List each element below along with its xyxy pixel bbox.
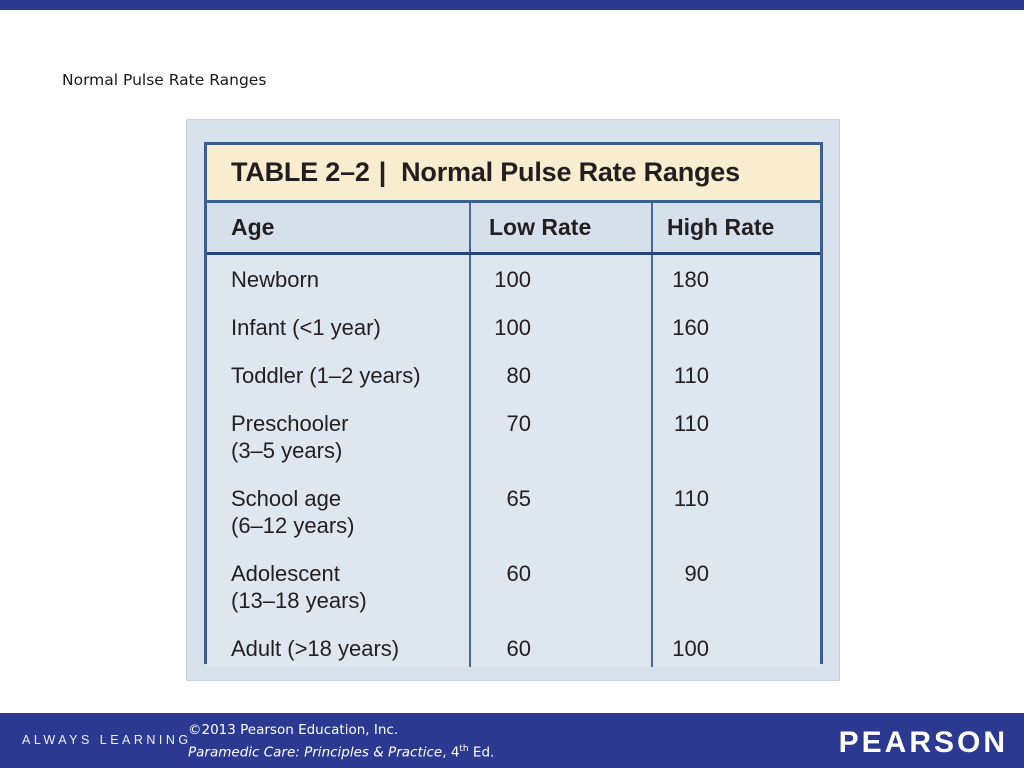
- cell-age: Adolescent (13–18 years): [207, 549, 469, 624]
- table-caption-label: TABLE 2–2: [231, 157, 370, 187]
- cell-high-rate: 110: [651, 351, 814, 399]
- cell-age: Preschooler (3–5 years): [207, 399, 469, 474]
- table-row: Toddler (1–2 years) 80 110: [207, 351, 820, 399]
- high-rate-value: 100: [672, 636, 709, 661]
- low-rate-value: 60: [506, 636, 531, 661]
- age-label-line2: (13–18 years): [231, 588, 367, 613]
- high-rate-value: 160: [672, 315, 709, 340]
- copyright-line2: Paramedic Care: Principles & Practice, 4…: [188, 740, 494, 763]
- age-label-line1: Newborn: [231, 267, 320, 292]
- cell-age: Infant (<1 year): [207, 303, 469, 351]
- cell-low-rate: 100: [469, 255, 651, 303]
- table-caption: TABLE 2–2 | Normal Pulse Rate Ranges: [207, 145, 820, 203]
- cell-low-rate: 60: [469, 549, 651, 624]
- high-rate-value: 110: [673, 411, 709, 436]
- low-rate-value: 80: [506, 363, 531, 388]
- cell-age: School age (6–12 years): [207, 474, 469, 549]
- age-label-line1: School age: [231, 486, 342, 511]
- table-body: Newborn 100 180 Infant (<1 year): [207, 255, 820, 667]
- high-rate-value: 180: [672, 267, 709, 292]
- cell-low-rate: 60: [469, 624, 651, 667]
- slide-title: Normal Pulse Rate Ranges: [62, 71, 267, 89]
- age-label-line1: Adolescent: [231, 561, 340, 586]
- edition-suffix: Ed.: [468, 744, 495, 761]
- copyright-line1: ©2013 Pearson Education, Inc.: [188, 722, 399, 738]
- cell-low-rate: 70: [469, 399, 651, 474]
- low-rate-value: 100: [494, 315, 531, 340]
- high-rate-value: 110: [673, 363, 709, 388]
- cell-low-rate: 100: [469, 303, 651, 351]
- cell-high-rate: 160: [651, 303, 814, 351]
- age-label-line1: Adult (>18 years): [231, 636, 400, 661]
- cell-high-rate: 110: [651, 399, 814, 474]
- table-row: Adult (>18 years) 60 100: [207, 624, 820, 667]
- age-label-line1: Preschooler: [231, 411, 349, 436]
- column-header-age: Age: [231, 214, 275, 240]
- age-label-line2: (3–5 years): [231, 438, 343, 463]
- top-brand-bar: [0, 0, 1024, 10]
- pulse-rate-table: TABLE 2–2 | Normal Pulse Rate Ranges Age…: [204, 142, 823, 667]
- low-rate-value: 100: [494, 267, 531, 292]
- cell-high-rate: 180: [651, 255, 814, 303]
- column-header-low: Low Rate: [469, 203, 651, 252]
- bottom-brand-bar: [0, 713, 1024, 768]
- table-row: Newborn 100 180: [207, 255, 820, 303]
- cell-low-rate: 65: [469, 474, 651, 549]
- table-caption-title: Normal Pulse Rate Ranges: [401, 157, 740, 187]
- table-figure-panel: TABLE 2–2 | Normal Pulse Rate Ranges Age…: [186, 119, 840, 681]
- cell-high-rate: 100: [651, 624, 814, 667]
- high-rate-value: 90: [684, 561, 709, 586]
- table-row: School age (6–12 years) 65 110: [207, 474, 820, 549]
- column-header-high: High Rate: [651, 203, 814, 252]
- table-header-row: Age Low Rate High Rate: [207, 203, 820, 255]
- cell-high-rate: 110: [651, 474, 814, 549]
- low-rate-value: 70: [506, 411, 531, 436]
- table-row: Adolescent (13–18 years) 60 90: [207, 549, 820, 624]
- pearson-logo: PEARSON: [838, 726, 1008, 759]
- footer-copyright: ©2013 Pearson Education, Inc. Paramedic …: [188, 721, 494, 763]
- table-row: Infant (<1 year) 100 160: [207, 303, 820, 351]
- age-label-line1: Infant (<1 year): [231, 315, 381, 340]
- cell-age: Toddler (1–2 years): [207, 351, 469, 399]
- cell-age: Adult (>18 years): [207, 624, 469, 667]
- always-learning-label: ALWAYS LEARNING: [22, 733, 192, 747]
- cell-low-rate: 80: [469, 351, 651, 399]
- low-rate-value: 65: [506, 486, 531, 511]
- table-caption-separator: |: [378, 157, 387, 187]
- book-title: Paramedic Care: Principles & Practice: [188, 744, 443, 761]
- cell-age: Newborn: [207, 255, 469, 303]
- high-rate-value: 110: [673, 486, 709, 511]
- edition-prefix: , 4: [442, 744, 460, 761]
- cell-high-rate: 90: [651, 549, 814, 624]
- edition-ordinal: th: [459, 744, 469, 754]
- low-rate-value: 60: [506, 561, 531, 586]
- age-label-line1: Toddler (1–2 years): [231, 363, 421, 388]
- age-label-line2: (6–12 years): [231, 513, 355, 538]
- table-row: Preschooler (3–5 years) 70 110: [207, 399, 820, 474]
